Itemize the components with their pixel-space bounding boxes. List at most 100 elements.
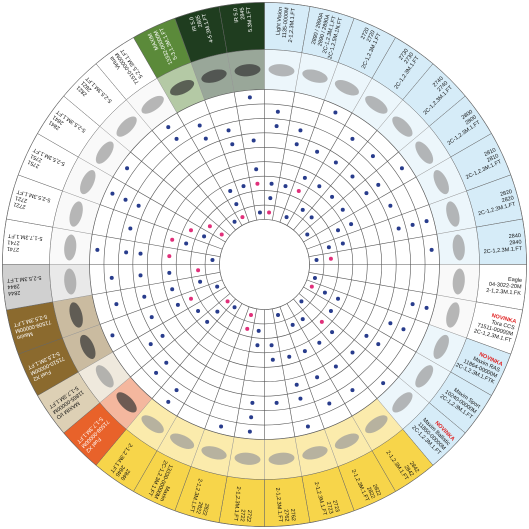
- product-text: 2721: [15, 194, 28, 203]
- feature-dot: [298, 396, 303, 401]
- product-text: 2721: [13, 201, 26, 210]
- feature-dot: [207, 224, 212, 229]
- glasses-image: [268, 452, 295, 465]
- product-text: 2762: [289, 509, 296, 522]
- product-text: 2845: [239, 7, 246, 20]
- feature-dot: [234, 202, 239, 207]
- feature-dot: [203, 136, 208, 141]
- feature-dot: [349, 222, 354, 227]
- glasses-image: [268, 64, 295, 77]
- spoke-line: [308, 272, 437, 296]
- feature-dot: [290, 322, 295, 327]
- feature-dot: [381, 381, 386, 386]
- spoke-line: [130, 151, 231, 236]
- feature-dot: [241, 184, 246, 189]
- product-text: 5-2,5.3M.1.FT: [6, 274, 42, 283]
- feature-dot: [336, 296, 341, 301]
- feature-dot: [410, 222, 415, 227]
- feature-dot: [205, 319, 210, 324]
- feature-dot: [228, 188, 233, 193]
- spoke-line: [298, 293, 399, 378]
- feature-dot: [376, 182, 381, 187]
- spoke-line: [233, 308, 257, 437]
- product-text: 2841: [52, 114, 65, 126]
- feature-dot: [274, 400, 279, 405]
- feature-dot: [123, 197, 128, 202]
- product-text: 2-1,2.3M.1.FT: [288, 7, 297, 43]
- spoke-line: [112, 286, 226, 353]
- feature-dot: [247, 95, 252, 100]
- feature-dot: [128, 226, 133, 231]
- glasses-image: [201, 69, 227, 83]
- feature-dot: [109, 275, 114, 280]
- product-text: 2-1,2.3M.1.FT: [274, 487, 283, 523]
- feature-dot: [230, 142, 235, 147]
- spoke-line: [298, 151, 399, 236]
- product-text: 2800: [461, 109, 474, 121]
- product-text: IR 5.0: [189, 16, 199, 32]
- feature-dot: [95, 247, 100, 252]
- feature-dot: [294, 382, 299, 387]
- feature-dot: [330, 330, 335, 335]
- feature-dot: [330, 194, 335, 199]
- spoke-line: [272, 308, 296, 437]
- feature-dot: [256, 328, 261, 333]
- product-text: Eagle: [508, 277, 523, 284]
- feature-dot: [388, 321, 393, 326]
- feature-dot: [326, 245, 331, 250]
- glasses-image: [392, 392, 413, 413]
- product-text: 2840: [509, 233, 522, 240]
- feature-dot: [294, 142, 299, 147]
- spoke-line: [176, 303, 243, 417]
- feature-dot: [167, 270, 172, 275]
- feature-dot: [257, 210, 262, 215]
- feature-dot: [110, 333, 115, 338]
- feature-dot: [333, 364, 338, 369]
- product-text: 2751: [27, 158, 41, 169]
- feature-dot: [424, 219, 429, 224]
- feature-dot: [232, 305, 237, 310]
- sector-label: IR 5.0 2845 5.3M.1.FT: [233, 6, 254, 32]
- product-text: 2723: [331, 500, 340, 513]
- glasses-image: [446, 302, 460, 328]
- spoke-line: [92, 233, 221, 257]
- glasses-image: [64, 234, 77, 261]
- feature-dot: [401, 327, 406, 332]
- spoke-line: [151, 130, 236, 231]
- feature-dot: [327, 401, 332, 406]
- feature-dot: [164, 360, 169, 365]
- spoke-line: [272, 92, 296, 221]
- feature-dot: [364, 333, 369, 338]
- feature-dot: [410, 302, 415, 307]
- feature-dot: [255, 181, 260, 186]
- spoke-line: [306, 279, 430, 325]
- product-text: 2751: [30, 152, 44, 163]
- product-text: Light Vision: [276, 7, 284, 36]
- feature-dot: [248, 312, 253, 317]
- spoke-line: [293, 298, 378, 399]
- feature-dot: [333, 160, 338, 165]
- glasses-image: [116, 392, 137, 413]
- spoke-line: [204, 99, 250, 223]
- spoke-line: [303, 176, 417, 243]
- feature-dot: [364, 191, 369, 196]
- spoke-line: [308, 233, 437, 257]
- spoke-line: [99, 279, 223, 325]
- feature-dot: [198, 279, 203, 284]
- feature-dot: [396, 226, 401, 231]
- feature-dot: [197, 123, 202, 128]
- feature-dot: [376, 342, 381, 347]
- product-text: 2722: [239, 509, 246, 522]
- feature-dot: [300, 317, 305, 322]
- feature-dot: [328, 309, 333, 314]
- feature-dot: [315, 375, 320, 380]
- feature-dot: [170, 237, 175, 242]
- sector-label-bg: [218, 2, 265, 54]
- feature-dot: [350, 350, 355, 355]
- glasses-image: [334, 433, 359, 449]
- feature-dot: [174, 136, 179, 141]
- glasses-image: [201, 446, 227, 460]
